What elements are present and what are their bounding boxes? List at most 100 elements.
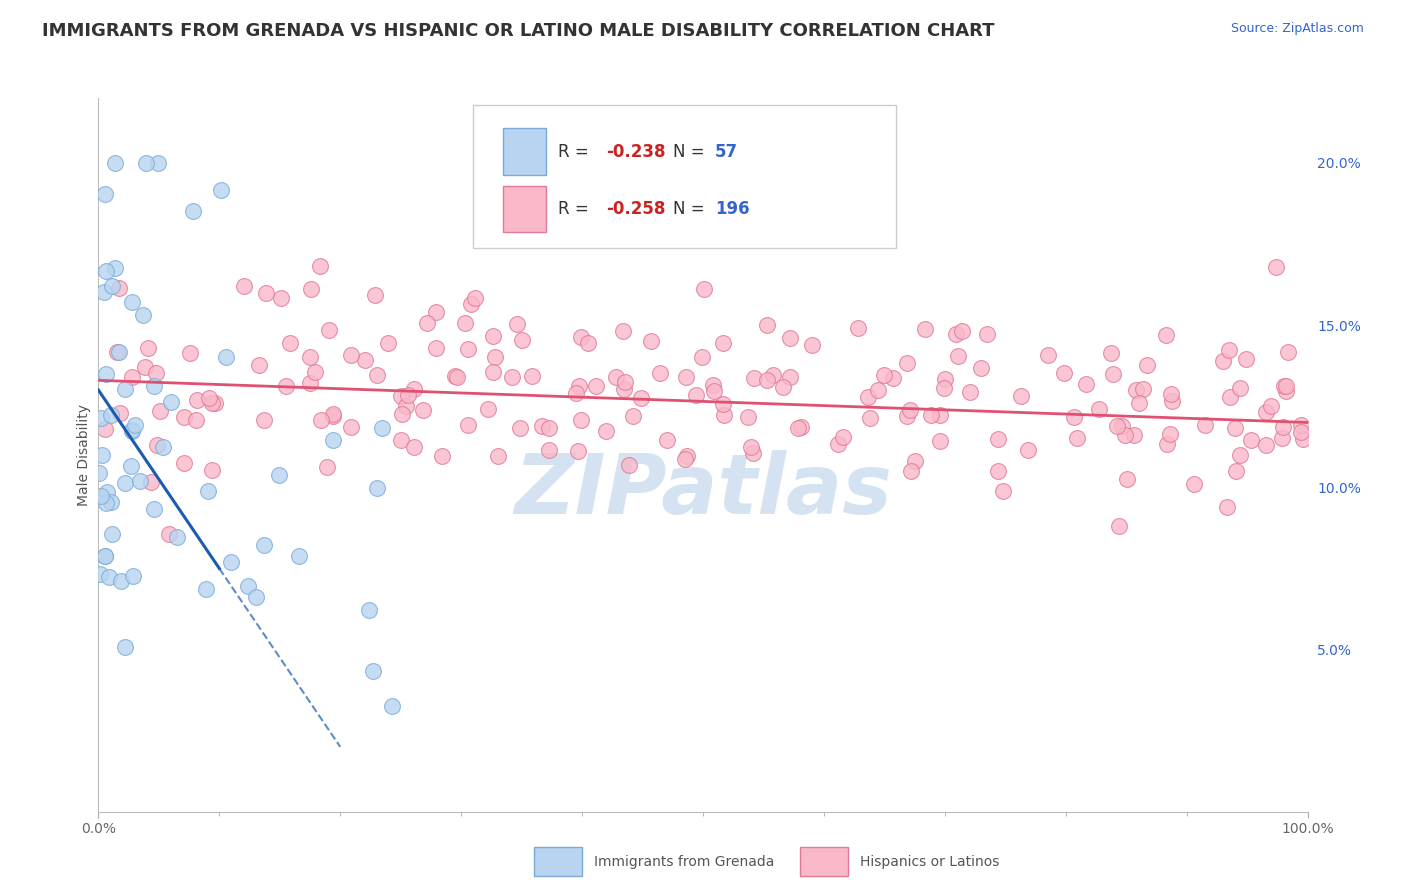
Point: [100, 495, 122, 509]
Point: [454, 316, 477, 330]
Point: [900, 464, 922, 478]
FancyBboxPatch shape: [800, 847, 848, 876]
Point: [145, 367, 167, 381]
Point: [209, 183, 232, 197]
Point: [135, 156, 157, 170]
Point: [149, 404, 172, 418]
Point: [93, 422, 115, 436]
Point: [569, 413, 592, 427]
Point: [1036, 348, 1059, 362]
Point: [1159, 426, 1181, 441]
Point: [287, 549, 309, 563]
Point: [920, 408, 942, 422]
Point: [299, 350, 322, 364]
Text: Source: ZipAtlas.com: Source: ZipAtlas.com: [1230, 22, 1364, 36]
Point: [538, 421, 561, 435]
Point: [1289, 425, 1312, 439]
Point: [269, 468, 291, 483]
Point: [1114, 428, 1136, 442]
Point: [97, 570, 120, 584]
Point: [340, 420, 363, 434]
Point: [1053, 367, 1076, 381]
Point: [396, 388, 419, 402]
Point: [108, 344, 131, 359]
Point: [380, 698, 402, 713]
Point: [389, 434, 412, 448]
Point: [166, 529, 188, 543]
Text: -0.258: -0.258: [606, 200, 665, 218]
Point: [457, 342, 479, 356]
Point: [247, 358, 270, 372]
Point: [585, 379, 607, 393]
Point: [959, 384, 981, 399]
Point: [204, 395, 226, 409]
Point: [1254, 438, 1277, 452]
Point: [139, 475, 162, 489]
Text: -0.238: -0.238: [606, 143, 666, 161]
Point: [564, 385, 586, 400]
Point: [308, 259, 330, 273]
Point: [108, 281, 131, 295]
Point: [315, 459, 337, 474]
Point: [772, 380, 794, 394]
Point: [1105, 419, 1128, 434]
Point: [914, 322, 936, 336]
Point: [124, 418, 146, 433]
Point: [613, 382, 636, 396]
Point: [859, 411, 882, 425]
Point: [945, 327, 967, 342]
FancyBboxPatch shape: [503, 128, 546, 175]
Point: [121, 370, 143, 384]
Point: [856, 390, 879, 404]
Point: [1066, 431, 1088, 445]
Point: [1277, 344, 1299, 359]
Point: [444, 369, 467, 384]
Point: [90, 410, 112, 425]
Point: [363, 664, 385, 678]
Point: [412, 402, 434, 417]
Point: [934, 381, 956, 395]
Point: [395, 399, 418, 413]
Point: [460, 297, 482, 311]
Point: [121, 295, 143, 310]
Point: [991, 483, 1014, 498]
Point: [274, 379, 297, 393]
Point: [1275, 384, 1298, 399]
Point: [948, 349, 970, 363]
Point: [1271, 431, 1294, 445]
Point: [1132, 383, 1154, 397]
Point: [787, 420, 810, 434]
Point: [928, 409, 950, 423]
Point: [104, 156, 127, 170]
Point: [121, 569, 143, 583]
Point: [934, 372, 956, 386]
Point: [232, 278, 254, 293]
Point: [737, 409, 759, 424]
Point: [569, 330, 592, 344]
Point: [366, 481, 388, 495]
Text: ZIPatlas: ZIPatlas: [515, 450, 891, 531]
Point: [197, 484, 219, 499]
Point: [114, 475, 136, 490]
Point: [93, 549, 115, 563]
Point: [530, 418, 553, 433]
Point: [96, 496, 118, 510]
Point: [1128, 396, 1150, 410]
Point: [567, 443, 589, 458]
Point: [789, 419, 811, 434]
Point: [711, 397, 734, 411]
Point: [1125, 383, 1147, 397]
Point: [1219, 390, 1241, 404]
Point: [952, 325, 974, 339]
Point: [253, 538, 276, 552]
Point: [96, 485, 118, 500]
Point: [402, 440, 425, 454]
Point: [198, 392, 221, 406]
Point: [201, 396, 224, 410]
Point: [1101, 367, 1123, 381]
Point: [1116, 472, 1139, 486]
Point: [827, 437, 849, 451]
Point: [1272, 378, 1295, 392]
Point: [713, 408, 735, 422]
Point: [201, 463, 224, 477]
